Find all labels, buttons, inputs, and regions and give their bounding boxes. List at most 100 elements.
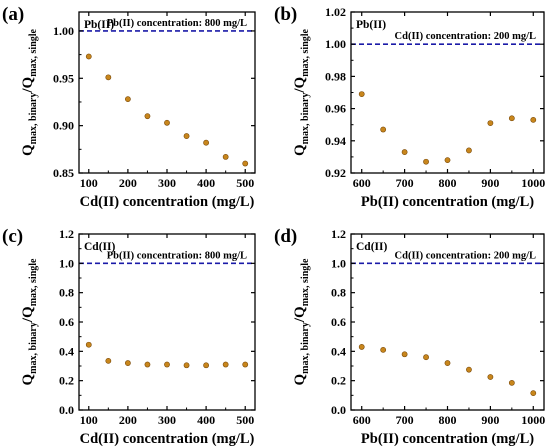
data-point <box>222 153 229 160</box>
data-point <box>487 120 494 126</box>
y-tick-label: 0.85 <box>53 166 74 180</box>
data-point <box>423 354 429 361</box>
data-point <box>203 139 210 146</box>
panel-label: (b) <box>274 4 297 25</box>
y-label-sub1: max, binary <box>28 322 39 374</box>
y-tick-label: 0.94 <box>325 134 346 148</box>
y-tick-label: 0.98 <box>325 69 346 83</box>
x-axis-label: Pb(II) concentration (mg/L) <box>361 431 534 447</box>
y-tick-label: 0.4 <box>331 344 346 358</box>
panel-label: (c) <box>2 226 23 247</box>
y-tick-label: 0.6 <box>331 315 346 329</box>
panel-3: 600 700 800 900 1000 0.0 0.2 0.4 0.6 0.8 1.0 1.2 (d)… <box>274 226 545 447</box>
panel-0: 100 200 300 400 500 0.85 0.90 0.95 1.00 (a) Pb(II)… <box>2 4 256 210</box>
data-point <box>444 157 451 164</box>
x-tick-label: 900 <box>481 413 499 427</box>
data-point <box>401 149 408 155</box>
y-axis-label: Qmax, binary/Qmax, single <box>20 258 39 386</box>
y-label-main: Q <box>20 373 36 385</box>
x-tick-label: 400 <box>197 413 215 427</box>
y-label-sub1: max, binary <box>300 93 311 145</box>
y-tick-label: 1.2 <box>331 227 346 241</box>
y-axis-label: Qmax, binary/Qmax, single <box>292 258 311 386</box>
y-label-sub1: max, binary <box>28 93 39 145</box>
data-point <box>105 357 112 364</box>
data-point <box>203 362 210 369</box>
data-point <box>124 96 131 103</box>
x-tick-label: 600 <box>353 413 371 427</box>
y-tick-label: 0.0 <box>59 403 74 417</box>
y-tick-label: 0.0 <box>331 403 346 417</box>
metal-label: Pb(II) <box>356 19 386 31</box>
panel-2: 100 200 300 400 500 0.0 0.2 0.4 0.6 0.8 1.0 1.2 (c) C… <box>2 226 256 447</box>
data-point <box>242 160 249 167</box>
data-point <box>124 360 131 366</box>
data-point <box>358 344 365 350</box>
x-tick-label: 900 <box>481 176 499 190</box>
data-point <box>144 361 151 368</box>
x-axis-label: Pb(II) concentration (mg/L) <box>361 194 534 210</box>
y-label-slash: /Q <box>292 76 308 93</box>
data-point <box>85 341 92 348</box>
x-tick-label: 300 <box>158 413 176 427</box>
y-tick-label: 0.4 <box>59 344 74 358</box>
data-point <box>487 374 494 380</box>
y-tick-label: 0.8 <box>59 286 74 300</box>
y-tick-label: 1.0 <box>59 256 74 270</box>
concentration-annotation: Cd(II) concentration: 200 mg/L <box>395 31 536 42</box>
data-point <box>530 390 537 397</box>
data-point <box>530 116 537 123</box>
y-axis-label: Qmax, binary/Qmax, single <box>20 28 39 156</box>
metal-label: Cd(II) <box>356 241 387 253</box>
panel-label: (a) <box>2 4 24 25</box>
x-tick-label: 200 <box>119 413 137 427</box>
data-point <box>183 133 190 139</box>
data-point <box>183 362 190 369</box>
y-tick-label: 0.2 <box>331 374 346 388</box>
y-tick-label: 0.8 <box>331 286 346 300</box>
x-tick-label: 1000 <box>521 413 545 427</box>
x-tick-label: 100 <box>80 176 98 190</box>
x-tick-label: 300 <box>158 176 176 190</box>
metal-label: Pb(II) <box>84 19 114 31</box>
y-tick-label: 0.2 <box>59 374 74 388</box>
x-tick-label: 100 <box>80 413 98 427</box>
y-axis-label: Qmax, binary/Qmax, single <box>292 28 311 156</box>
y-label-sub2: max, single <box>28 258 39 306</box>
data-point <box>466 366 472 373</box>
y-label-main: Q <box>292 144 308 156</box>
metal-label: Cd(II) <box>84 241 115 253</box>
panel-1: 600 700 800 900 1000 0.92 0.94 0.96 0.98 1.00 1.02… <box>274 4 545 210</box>
x-tick-label: 200 <box>119 176 137 190</box>
data-point <box>466 147 472 154</box>
data-point <box>85 53 92 60</box>
y-tick-label: 0.6 <box>59 315 74 329</box>
data-point <box>380 346 387 353</box>
data-point <box>164 119 170 126</box>
y-tick-label: 1.00 <box>325 37 346 51</box>
y-label-slash: /Q <box>20 306 36 323</box>
y-tick-label: 1.0 <box>331 256 346 270</box>
y-label-main: Q <box>20 144 36 156</box>
x-tick-label: 700 <box>396 413 414 427</box>
x-tick-label: 800 <box>439 413 457 427</box>
plot-frame <box>78 11 256 174</box>
data-point <box>380 126 387 133</box>
y-label-slash: /Q <box>292 306 308 323</box>
y-tick-label: 0.92 <box>325 166 346 180</box>
data-point <box>423 158 429 165</box>
panel-label: (d) <box>274 226 297 247</box>
x-tick-label: 600 <box>353 176 371 190</box>
y-tick-label: 0.95 <box>53 71 74 85</box>
y-label-sub2: max, single <box>300 258 311 306</box>
concentration-annotation: Pb(II) concentration: 800 mg/L <box>107 18 247 29</box>
data-point <box>401 351 408 358</box>
y-label-slash: /Q <box>20 76 36 93</box>
data-point <box>508 115 515 122</box>
x-tick-label: 800 <box>439 176 457 190</box>
y-tick-label: 0.96 <box>325 102 346 116</box>
concentration-annotation: Cd(II) concentration: 200 mg/L <box>395 250 536 261</box>
x-axis-label: Cd(II) concentration (mg/L) <box>80 194 255 210</box>
y-label-sub2: max, single <box>28 28 39 76</box>
